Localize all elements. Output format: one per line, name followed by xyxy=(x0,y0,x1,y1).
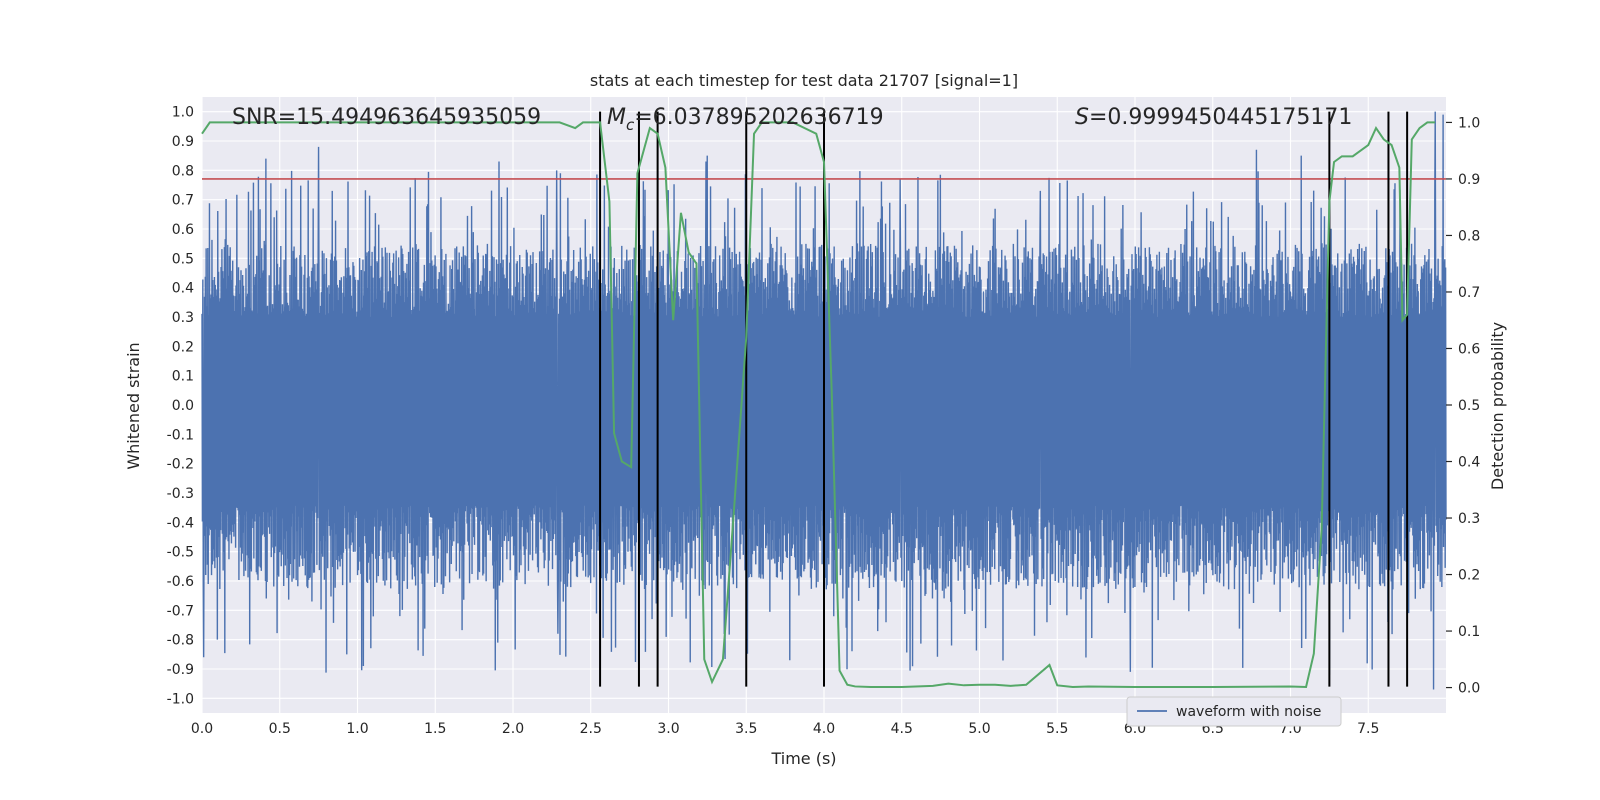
y-left-tick-label: 0.0 xyxy=(172,398,194,414)
y-right-tick-label: 0.7 xyxy=(1458,285,1480,301)
x-tick-label: 3.5 xyxy=(735,721,757,737)
s-statistic-symbol: S xyxy=(1075,105,1089,130)
s-statistic-value: =0.9999450445175171 xyxy=(1089,105,1352,130)
y-left-tick-label: 0.7 xyxy=(172,193,194,209)
y-left-tick-label: 1.0 xyxy=(172,105,194,121)
chirp-mass-equals: = xyxy=(634,105,652,130)
y-left-tick-label: 0.9 xyxy=(172,134,194,150)
probability-series xyxy=(201,121,1436,689)
x-axis-tick-labels: 0.0 0.5 1.0 1.5 2.0 2.5 3.0 3.5 4.0 4.5 5.0 5.5 6.0 6… xyxy=(191,721,1380,737)
y-left-tick-label: 0.2 xyxy=(172,339,194,355)
y-left-tick-label: -0.1 xyxy=(167,427,194,443)
x-tick-label: 0.0 xyxy=(191,721,213,737)
y-right-tick-label: 0.8 xyxy=(1458,228,1480,244)
y-left-tick-label: 0.4 xyxy=(172,281,194,297)
y-left-tick-label: -0.6 xyxy=(167,574,194,590)
y-left-tick-label: 0.1 xyxy=(172,369,194,385)
y-left-tick-label: 0.8 xyxy=(172,163,194,179)
y-left-tick-label: -0.9 xyxy=(167,662,194,678)
chirp-mass-subscript: c xyxy=(626,116,635,134)
x-tick-label: 5.0 xyxy=(968,721,990,737)
y-right-tick-label: 0.5 xyxy=(1458,398,1480,414)
x-axis-label: Time (s) xyxy=(770,749,836,768)
y-left-tick-label: -0.5 xyxy=(167,545,194,561)
y-left-tick-label: -0.8 xyxy=(167,633,194,649)
left-axis-label: Whitened strain xyxy=(124,342,143,469)
legend-label: waveform with noise xyxy=(1176,704,1321,720)
y-left-tick-label: -0.2 xyxy=(167,457,194,473)
y-left-tick-label: 0.6 xyxy=(172,222,194,238)
chirp-mass-value: 6.037895202636719 xyxy=(653,105,884,130)
legend: waveform with noise xyxy=(1126,696,1342,727)
x-tick-label: 4.0 xyxy=(813,721,835,737)
event-vertical-lines xyxy=(599,111,1409,687)
right-axis-tick-labels: 1.0 0.9 0.8 0.7 0.6 0.5 0.4 0.3 0.2 0.1 0.0 xyxy=(1446,115,1480,697)
chirp-mass-annotation: Mc=6.037895202636719 xyxy=(607,105,884,134)
y-left-tick-label: 0.3 xyxy=(172,310,194,326)
x-tick-label: 1.0 xyxy=(346,721,368,737)
x-tick-label: 0.5 xyxy=(269,721,291,737)
y-right-tick-label: 0.3 xyxy=(1458,511,1480,527)
probability-line xyxy=(201,121,1436,689)
y-right-tick-label: 0.1 xyxy=(1458,624,1480,640)
y-left-tick-label: 0.5 xyxy=(172,251,194,267)
chart-title: stats at each timestep for test data 217… xyxy=(590,71,1018,90)
x-tick-label: 7.5 xyxy=(1357,721,1379,737)
right-axis-label: Detection probability xyxy=(1488,322,1507,490)
s-statistic-annotation: S=0.9999450445175171 xyxy=(1075,105,1352,130)
x-tick-label: 4.5 xyxy=(891,721,913,737)
x-tick-label: 2.5 xyxy=(580,721,602,737)
chirp-mass-symbol: M xyxy=(607,105,626,130)
y-right-tick-label: 0.4 xyxy=(1458,455,1480,471)
legend-box xyxy=(1126,696,1342,727)
x-tick-label: 3.0 xyxy=(657,721,679,737)
y-left-tick-label: -0.7 xyxy=(167,603,194,619)
y-left-tick-label: -0.3 xyxy=(167,486,194,502)
snr-annotation: SNR=15.494963645935059 xyxy=(232,105,541,130)
y-left-tick-label: -0.4 xyxy=(167,515,194,531)
left-axis-tick-labels: 1.0 0.9 0.8 0.7 0.6 0.5 0.4 0.3 0.2 0.1 0.0 -0.1 -0.… xyxy=(167,105,194,708)
x-tick-label: 1.5 xyxy=(424,721,446,737)
y-right-tick-label: 0.2 xyxy=(1458,568,1480,584)
y-right-tick-label: 1.0 xyxy=(1458,115,1480,131)
y-left-tick-label: -1.0 xyxy=(167,691,194,707)
y-right-tick-label: 0.9 xyxy=(1458,172,1480,188)
y-right-tick-label: 0.0 xyxy=(1458,681,1480,697)
x-tick-label: 5.5 xyxy=(1046,721,1068,737)
x-tick-label: 2.0 xyxy=(502,721,524,737)
y-right-tick-label: 0.6 xyxy=(1458,341,1480,357)
